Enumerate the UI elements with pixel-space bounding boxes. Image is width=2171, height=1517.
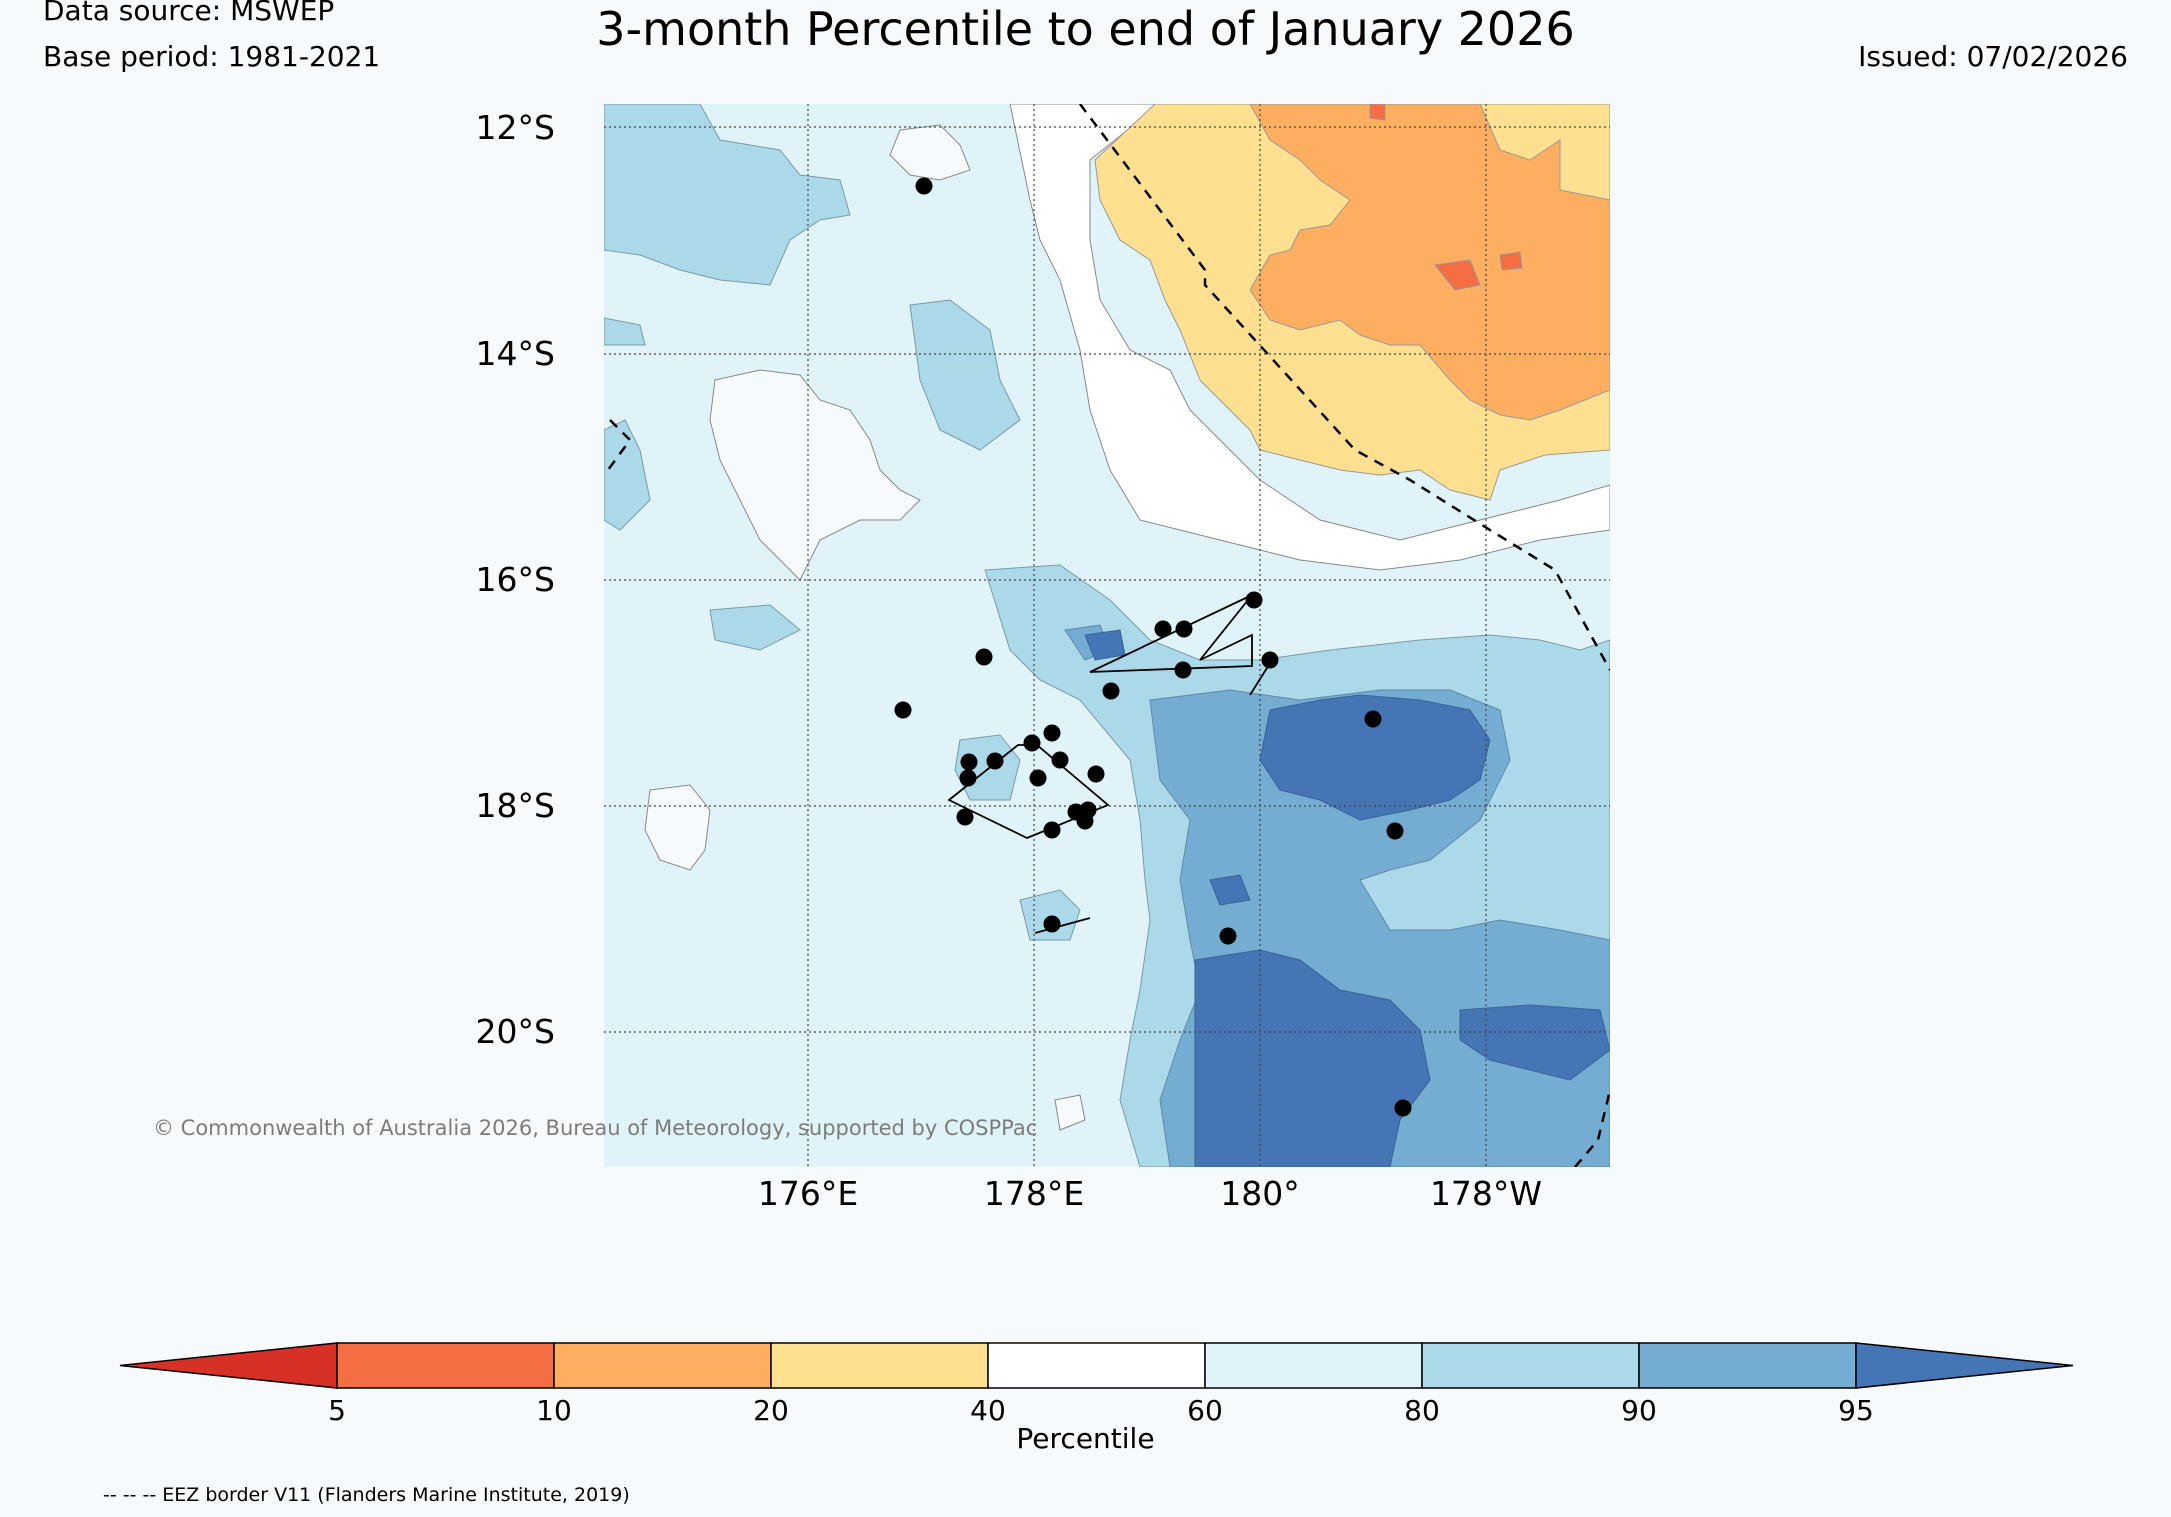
colorbar-tick: 90	[1621, 1394, 1657, 1427]
eez-legend-note: -- -- -- EEZ border V11 (Flanders Marine…	[103, 1484, 630, 1506]
contour-10-20	[1249, 104, 1610, 421]
colorbar-tick: 40	[970, 1394, 1006, 1427]
colorbar-segment	[1204, 1342, 1423, 1389]
contour-80-90	[604, 104, 851, 286]
contour-40-60	[889, 124, 971, 181]
contour-40-60	[644, 784, 711, 871]
lat-label-20s: 20°S	[476, 1012, 555, 1051]
lat-label-14s: 14°S	[476, 334, 555, 373]
lon-label-178w: 178°W	[1430, 1174, 1542, 1213]
colorbar	[119, 1342, 2074, 1389]
graticule	[604, 104, 1610, 1167]
lon-label-176e: 176°E	[758, 1174, 858, 1213]
eez-border	[606, 104, 1610, 1167]
colorbar-ticks: 5 10 20 40 60 80 90 95	[328, 1394, 1874, 1427]
lat-label-16s: 16°S	[476, 560, 555, 599]
contour-80-90	[1019, 889, 1081, 941]
contour-80-90	[604, 317, 646, 346]
colorbar-segment	[553, 1342, 772, 1389]
issued-date: Issued: 07/02/2026	[1858, 40, 2128, 73]
contour-80-90	[709, 604, 801, 651]
colorbar-tick: 20	[753, 1394, 789, 1427]
map-area	[604, 104, 1610, 1167]
contour-40-60	[709, 369, 921, 581]
colorbar-segment	[1638, 1342, 1857, 1389]
contour-80-90	[909, 299, 1021, 451]
copyright-notice: © Commonwealth of Australia 2026, Bureau…	[153, 1116, 1038, 1140]
page-title: 3-month Percentile to end of January 202…	[596, 2, 1575, 56]
colorbar-tick: 80	[1404, 1394, 1440, 1427]
lon-label-178e: 178°E	[984, 1174, 1084, 1213]
data-source-label: Data source: MSWEP	[43, 0, 335, 27]
lat-label-12s: 12°S	[476, 108, 555, 147]
colorbar-segment	[987, 1342, 1206, 1389]
contour-40-60	[1009, 104, 1610, 571]
lon-label-180: 180°	[1220, 1174, 1300, 1213]
contour-gt-95	[1194, 949, 1431, 1167]
colorbar-segment	[770, 1342, 989, 1389]
contour-80-90	[604, 419, 651, 531]
colorbar-tick: 95	[1838, 1394, 1874, 1427]
base-period-label: Base period: 1981-2021	[43, 40, 381, 73]
contour-5-10	[1499, 251, 1523, 271]
colorbar-segment	[336, 1342, 555, 1389]
station-markers	[894, 177, 1412, 1117]
contour-gt-95	[1259, 694, 1491, 821]
contour-40-60	[1054, 1094, 1086, 1131]
colorbar-extension-high	[1855, 1342, 2074, 1389]
contour-gt-95	[1209, 874, 1251, 906]
colorbar-tick: 60	[1187, 1394, 1223, 1427]
contour-gt-95	[1459, 1004, 1610, 1081]
colorbar-tick: 5	[328, 1394, 346, 1427]
colorbar-tick: 10	[536, 1394, 572, 1427]
colorbar-extension-low	[119, 1342, 338, 1389]
lat-label-18s: 18°S	[476, 786, 555, 825]
contour-5-10	[1434, 259, 1481, 291]
colorbar-segment	[1421, 1342, 1640, 1389]
contour-5-10	[1369, 104, 1386, 121]
colorbar-label: Percentile	[1016, 1422, 1155, 1455]
island-outlines	[947, 594, 1273, 934]
